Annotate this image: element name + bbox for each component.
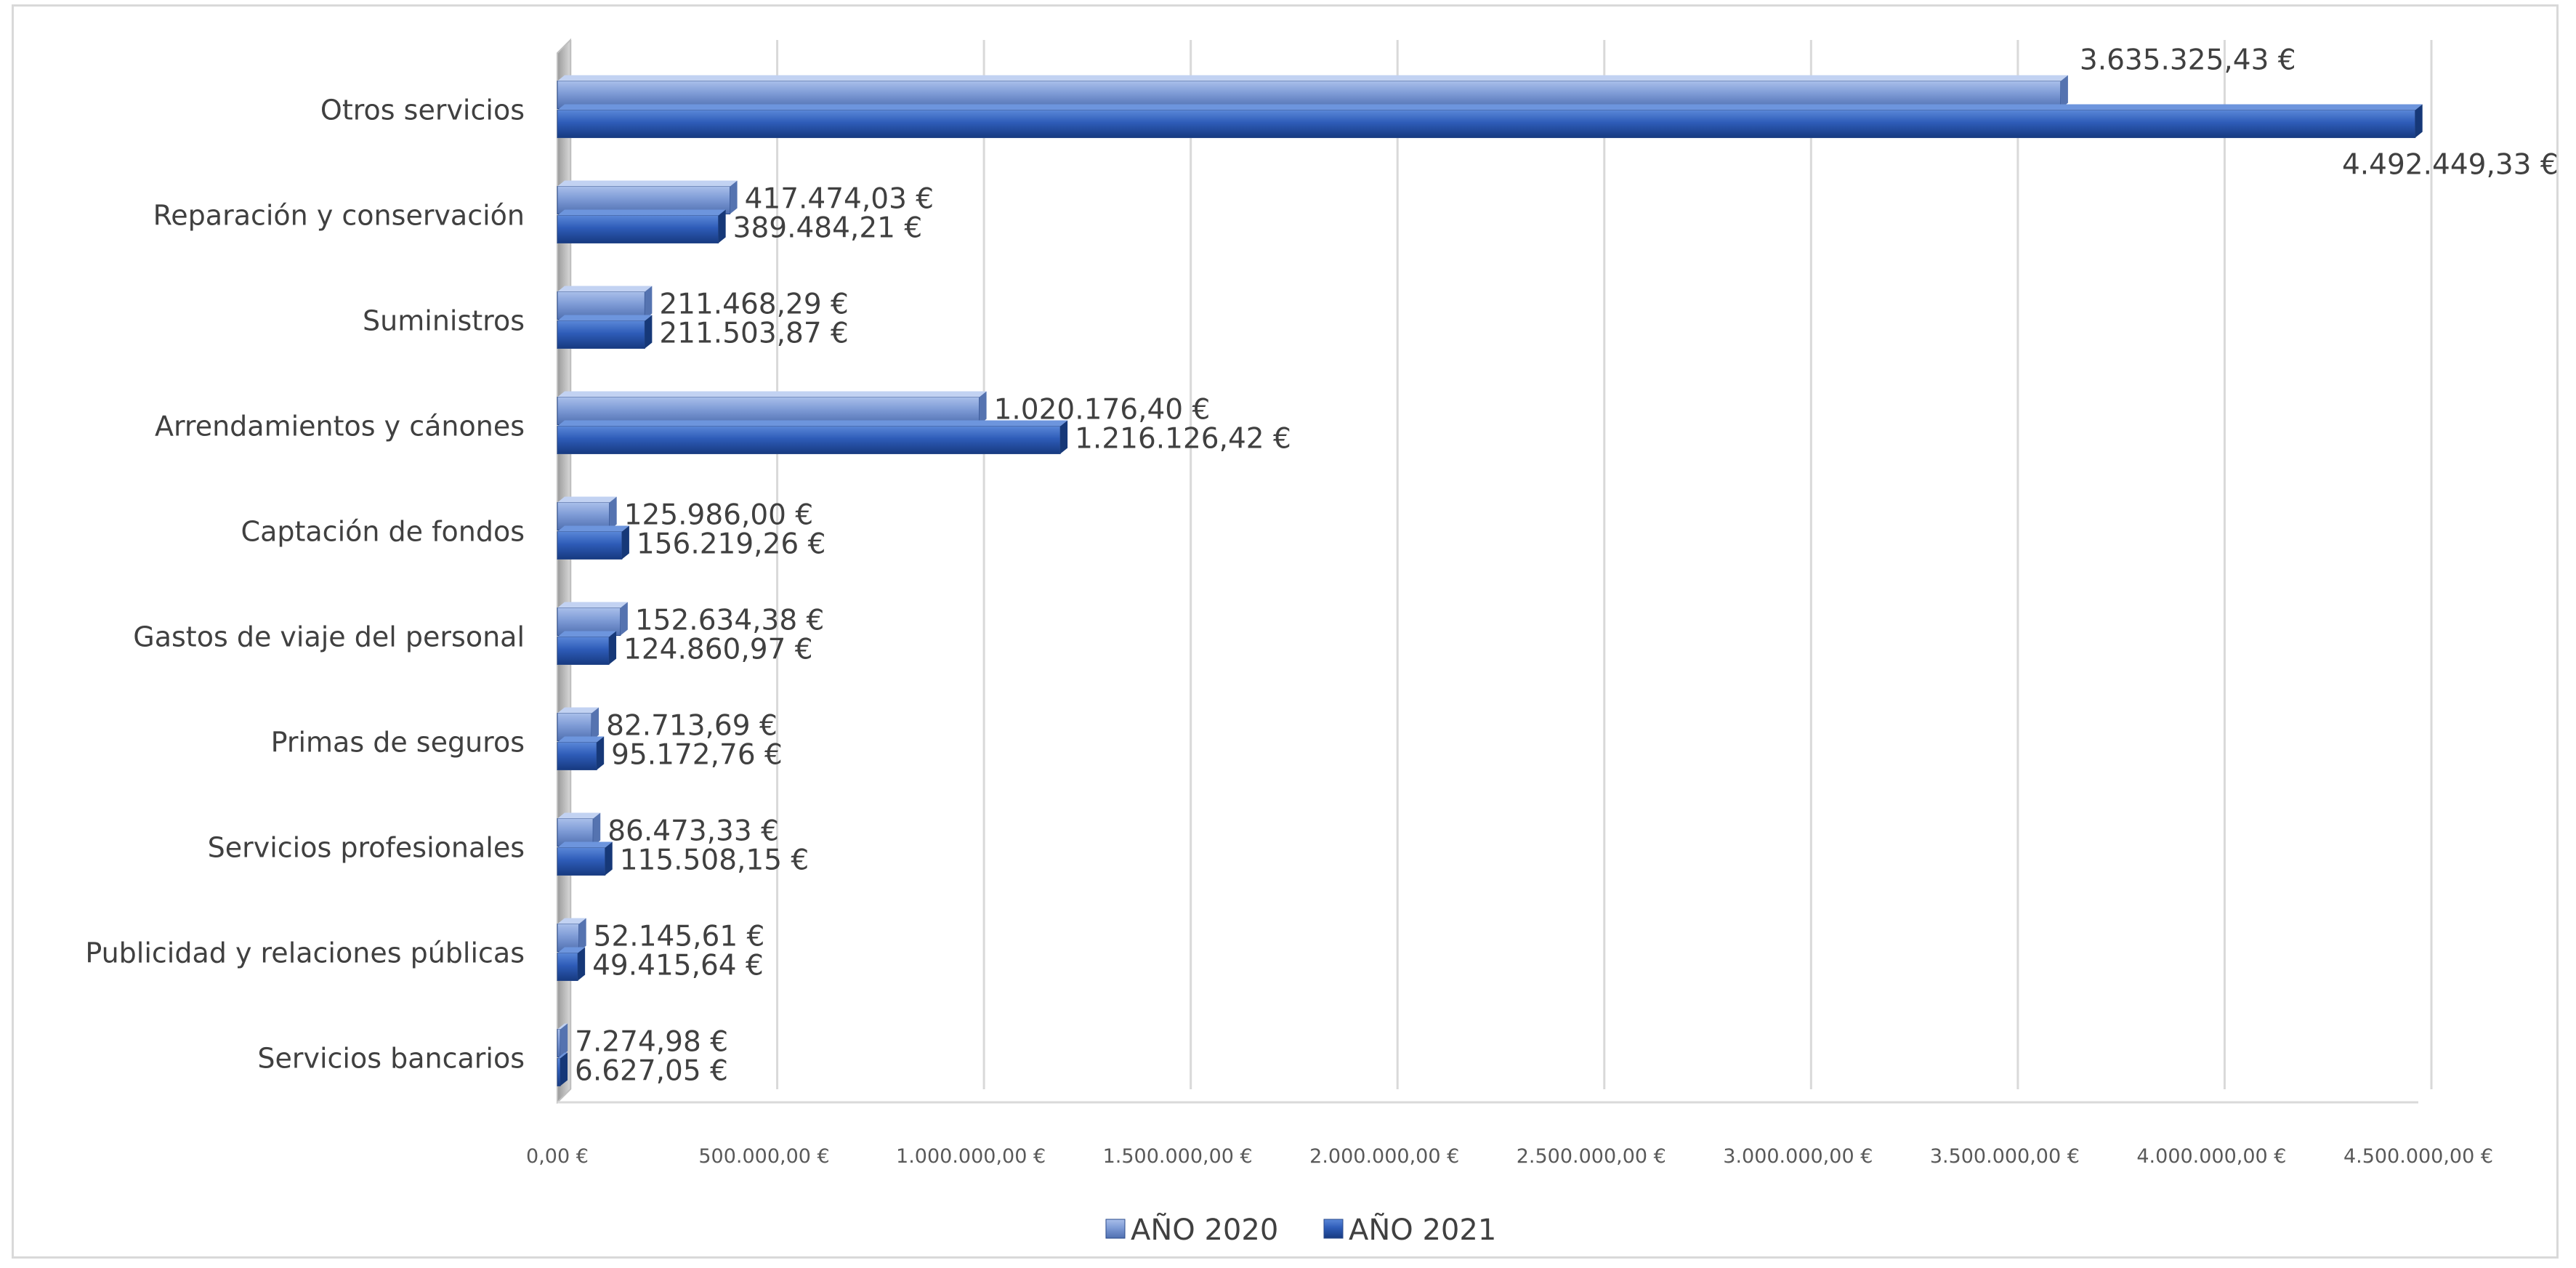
category-label: Otros servicios — [320, 94, 525, 126]
bar-2021 — [557, 209, 726, 243]
legend-item: AÑO 2021 — [1323, 1212, 1496, 1247]
bar-2020 — [557, 812, 601, 847]
x-tick-label: 3.500.000,00 € — [1930, 1145, 2080, 1168]
legend-item: AÑO 2020 — [1105, 1212, 1278, 1247]
legend-label: AÑO 2021 — [1349, 1212, 1496, 1247]
bars — [557, 75, 2423, 1086]
data-label: 417.474,03 € — [745, 183, 934, 216]
category-label: Gastos de viaje del personal — [133, 621, 525, 653]
x-tick-label: 4.500.000,00 € — [2343, 1145, 2493, 1168]
bar-2020 — [557, 496, 617, 530]
bar-2020 — [557, 286, 653, 320]
data-label: 6.627,05 € — [575, 1055, 728, 1088]
legend-swatch — [1105, 1219, 1126, 1239]
x-tick-label: 3.000.000,00 € — [1723, 1145, 1873, 1168]
data-label: 211.503,87 € — [659, 318, 849, 350]
x-tick-label: 500.000,00 € — [698, 1145, 829, 1168]
data-label: 115.508,15 € — [620, 844, 809, 877]
data-labels: 7.274,98 €6.627,05 € 52.145,61 €49.415,64… — [575, 44, 2559, 1088]
data-label: 4.492.449,33 € — [2342, 149, 2559, 182]
data-label: 156.219,26 € — [637, 528, 826, 561]
data-label: 49.415,64 € — [592, 950, 764, 982]
category-label: Arrendamientos y cánones — [155, 411, 525, 443]
category-labels: Servicios bancarios Publicidad y relacion… — [85, 94, 525, 1075]
legend: AÑO 2020 AÑO 2021 — [1105, 1212, 1496, 1247]
chart-frame: Servicios bancarios Publicidad y relacion… — [12, 4, 2559, 1259]
data-label: 389.484,21 € — [733, 212, 923, 245]
x-tick-label: 4.000.000,00 € — [2136, 1145, 2286, 1168]
category-label: Primas de seguros — [271, 727, 525, 759]
data-label: 95.172,76 € — [611, 739, 783, 772]
category-label: Reparación y conservación — [153, 200, 525, 232]
bar-chart: Servicios bancarios Publicidad y relacion… — [85, 38, 2559, 1247]
data-label: 7.274,98 € — [575, 1026, 728, 1059]
bar-2021 — [557, 841, 613, 876]
bar-2020 — [557, 918, 586, 952]
category-label: Captación de fondos — [241, 516, 525, 548]
data-label: 125.986,00 € — [624, 499, 814, 532]
x-tick-label: 2.500.000,00 € — [1517, 1145, 1666, 1168]
bar-2020 — [557, 75, 2068, 109]
bar-2021 — [557, 525, 629, 560]
data-label: 52.145,61 € — [594, 921, 765, 953]
data-label: 211.468,29 € — [659, 288, 849, 321]
bar-2020 — [557, 707, 599, 741]
legend-swatch — [1323, 1219, 1344, 1239]
data-label: 86.473,33 € — [607, 815, 779, 848]
data-label: 82.713,69 € — [606, 710, 778, 743]
x-tick-label: 2.000.000,00 € — [1309, 1145, 1459, 1168]
bar-2021 — [557, 736, 605, 770]
legend-label: AÑO 2020 — [1131, 1212, 1278, 1247]
x-tick-labels: 0,00 € 500.000,00 € 1.000.000,00 € 1.500.00… — [526, 1145, 2493, 1168]
x-tick-label: 1.000.000,00 € — [896, 1145, 1046, 1168]
gridlines — [569, 40, 2433, 1089]
data-label: 152.634,38 € — [635, 605, 825, 637]
bar-2020 — [557, 602, 628, 636]
category-label: Servicios bancarios — [257, 1043, 525, 1075]
bar-2020 — [557, 391, 987, 425]
data-label: 124.860,97 € — [623, 634, 813, 666]
x-tick-label: 0,00 € — [526, 1145, 589, 1168]
bar-2021 — [557, 104, 2423, 138]
bar-2021 — [557, 631, 617, 665]
bar-2021 — [557, 1052, 568, 1086]
category-label: Servicios profesionales — [208, 832, 525, 864]
bar-2021 — [557, 420, 1068, 454]
data-label: 1.216.126,42 € — [1075, 423, 1291, 456]
bar-2020 — [557, 180, 738, 214]
category-label: Suministros — [363, 305, 525, 337]
bar-2021 — [557, 315, 653, 349]
x-tick-label: 1.500.000,00 € — [1103, 1145, 1253, 1168]
bar-2021 — [557, 947, 586, 981]
bar-2020 — [557, 1023, 568, 1057]
data-label: 3.635.325,43 € — [2080, 44, 2296, 77]
data-label: 1.020.176,40 € — [994, 394, 1211, 427]
category-label: Publicidad y relaciones públicas — [85, 937, 525, 969]
